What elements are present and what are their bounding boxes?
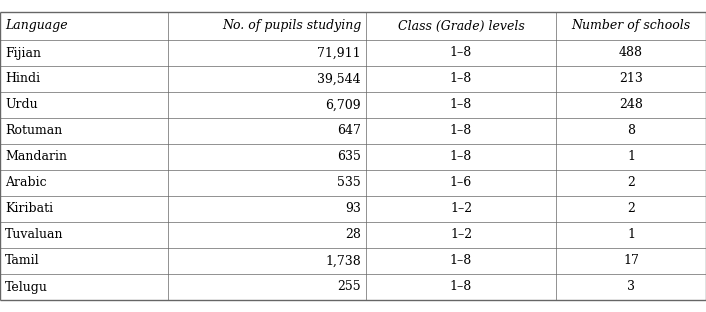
Text: Tamil: Tamil [5,255,40,267]
Text: 647: 647 [337,124,361,138]
Text: 8: 8 [627,124,635,138]
Text: 28: 28 [345,228,361,241]
Text: 1–8: 1–8 [450,255,472,267]
Text: 488: 488 [619,46,643,60]
Text: 1–2: 1–2 [450,228,472,241]
Text: 635: 635 [337,150,361,163]
Text: Telugu: Telugu [5,280,48,294]
Text: 1–2: 1–2 [450,202,472,216]
Text: 248: 248 [619,99,643,111]
Text: Tuvaluan: Tuvaluan [5,228,64,241]
Text: 3: 3 [627,280,635,294]
Text: Arabic: Arabic [5,177,47,189]
Text: 1–8: 1–8 [450,124,472,138]
Text: Hindi: Hindi [5,72,40,85]
Text: 1: 1 [627,150,635,163]
Text: Language: Language [5,19,68,32]
Text: 39,544: 39,544 [318,72,361,85]
Text: 17: 17 [623,255,639,267]
Text: 1: 1 [627,228,635,241]
Text: Fijian: Fijian [5,46,41,60]
Text: No. of pupils studying: No. of pupils studying [222,19,361,32]
Text: 1–8: 1–8 [450,99,472,111]
Text: 1–8: 1–8 [450,280,472,294]
Text: 6,709: 6,709 [325,99,361,111]
Text: 71,911: 71,911 [318,46,361,60]
Text: 535: 535 [337,177,361,189]
Text: Number of schools: Number of schools [571,19,690,32]
Text: Class (Grade) levels: Class (Grade) levels [397,19,525,32]
Text: 93: 93 [345,202,361,216]
Text: 2: 2 [627,177,635,189]
Text: 2: 2 [627,202,635,216]
Text: 1–6: 1–6 [450,177,472,189]
Text: 213: 213 [619,72,643,85]
Text: 1–8: 1–8 [450,72,472,85]
Text: 1–8: 1–8 [450,150,472,163]
Text: Rotuman: Rotuman [5,124,62,138]
Text: Kiribati: Kiribati [5,202,53,216]
Text: 1–8: 1–8 [450,46,472,60]
Text: Urdu: Urdu [5,99,37,111]
Text: Mandarin: Mandarin [5,150,67,163]
Text: 1,738: 1,738 [325,255,361,267]
Text: 255: 255 [337,280,361,294]
